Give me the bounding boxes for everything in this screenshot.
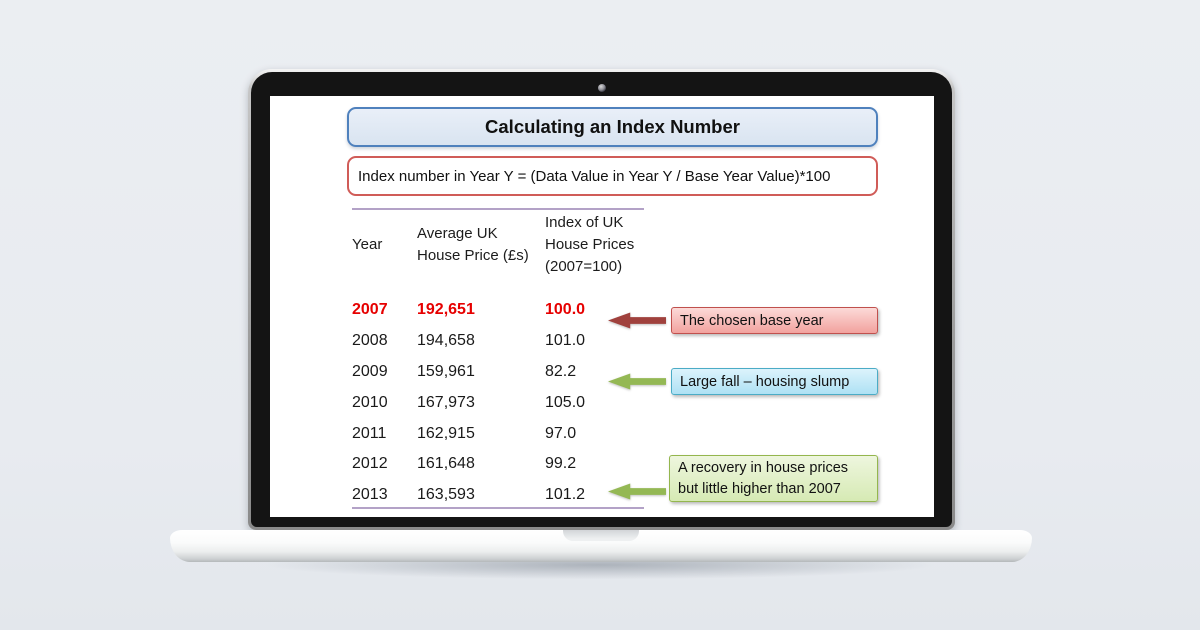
table-header: Year Average UK House Price (£s) Index o… [352, 212, 752, 278]
year-cell: 2010 [352, 393, 388, 411]
laptop-screen-frame: Calculating an Index Number Index number… [248, 69, 955, 530]
red-left-arrow-icon [608, 312, 666, 329]
table: 2007 192,651 100.0 2008 194,658 101.0 20… [352, 295, 752, 511]
green-left-arrow-icon [608, 483, 666, 500]
callout-base-year: The chosen base year [671, 307, 878, 334]
formula-text: Index number in Year Y = (Data Value in … [358, 167, 831, 185]
laptop-bezel: Calculating an Index Number Index number… [251, 72, 952, 527]
table-row: 2012 161,648 99.2 [352, 449, 752, 480]
callout-housing-slump: Large fall – housing slump [671, 368, 878, 395]
callout-label: The chosen base year [680, 312, 824, 329]
index-cell: 101.2 [545, 486, 586, 504]
callout-label: A recovery in house prices but little hi… [678, 459, 849, 497]
slide: Calculating an Index Number Index number… [270, 96, 934, 517]
year-cell: 2008 [352, 332, 388, 350]
slide-title: Calculating an Index Number [485, 116, 740, 137]
index-cell: 105.0 [545, 393, 586, 411]
laptop-base [170, 530, 1032, 562]
green-left-arrow-icon [608, 373, 666, 390]
index-cell: 82.2 [545, 362, 577, 380]
index-cell: 97.0 [545, 424, 577, 442]
index-cell: 101.0 [545, 332, 586, 350]
table-row: 2008 194,658 101.0 [352, 326, 752, 357]
price-cell: 162,915 [417, 424, 475, 442]
header-price: Average UK House Price (£s) [417, 225, 529, 264]
year-cell: 2007 [352, 301, 388, 319]
price-cell: 161,648 [417, 455, 475, 473]
year-cell: 2009 [352, 362, 388, 380]
year-cell: 2012 [352, 455, 388, 473]
index-cell: 100.0 [545, 301, 586, 319]
divider-top [352, 208, 644, 210]
table-row: 2007 192,651 100.0 [352, 295, 752, 326]
webcam-icon [597, 84, 606, 92]
price-cell: 192,651 [417, 301, 475, 319]
title-box: Calculating an Index Number [347, 107, 878, 147]
divider-bottom [352, 507, 644, 509]
year-cell: 2013 [352, 486, 388, 504]
header-index: Index of UK House Prices (2007=100) [545, 214, 635, 275]
table-row: 2010 167,973 105.0 [352, 387, 752, 418]
table-row: 2013 163,593 101.2 [352, 480, 752, 511]
price-cell: 167,973 [417, 393, 475, 411]
price-cell: 159,961 [417, 362, 475, 380]
header-year: Year [352, 236, 383, 254]
laptop-base-notch [563, 530, 639, 541]
table-row: 2009 159,961 82.2 [352, 357, 752, 388]
callout-recovery: A recovery in house prices but little hi… [669, 455, 878, 502]
price-cell: 163,593 [417, 486, 475, 504]
price-cell: 194,658 [417, 332, 475, 350]
year-cell: 2011 [352, 424, 387, 442]
formula-box: Index number in Year Y = (Data Value in … [347, 156, 878, 196]
table-row: 2011 162,915 97.0 [352, 418, 752, 449]
index-cell: 99.2 [545, 455, 577, 473]
callout-label: Large fall – housing slump [680, 373, 850, 390]
